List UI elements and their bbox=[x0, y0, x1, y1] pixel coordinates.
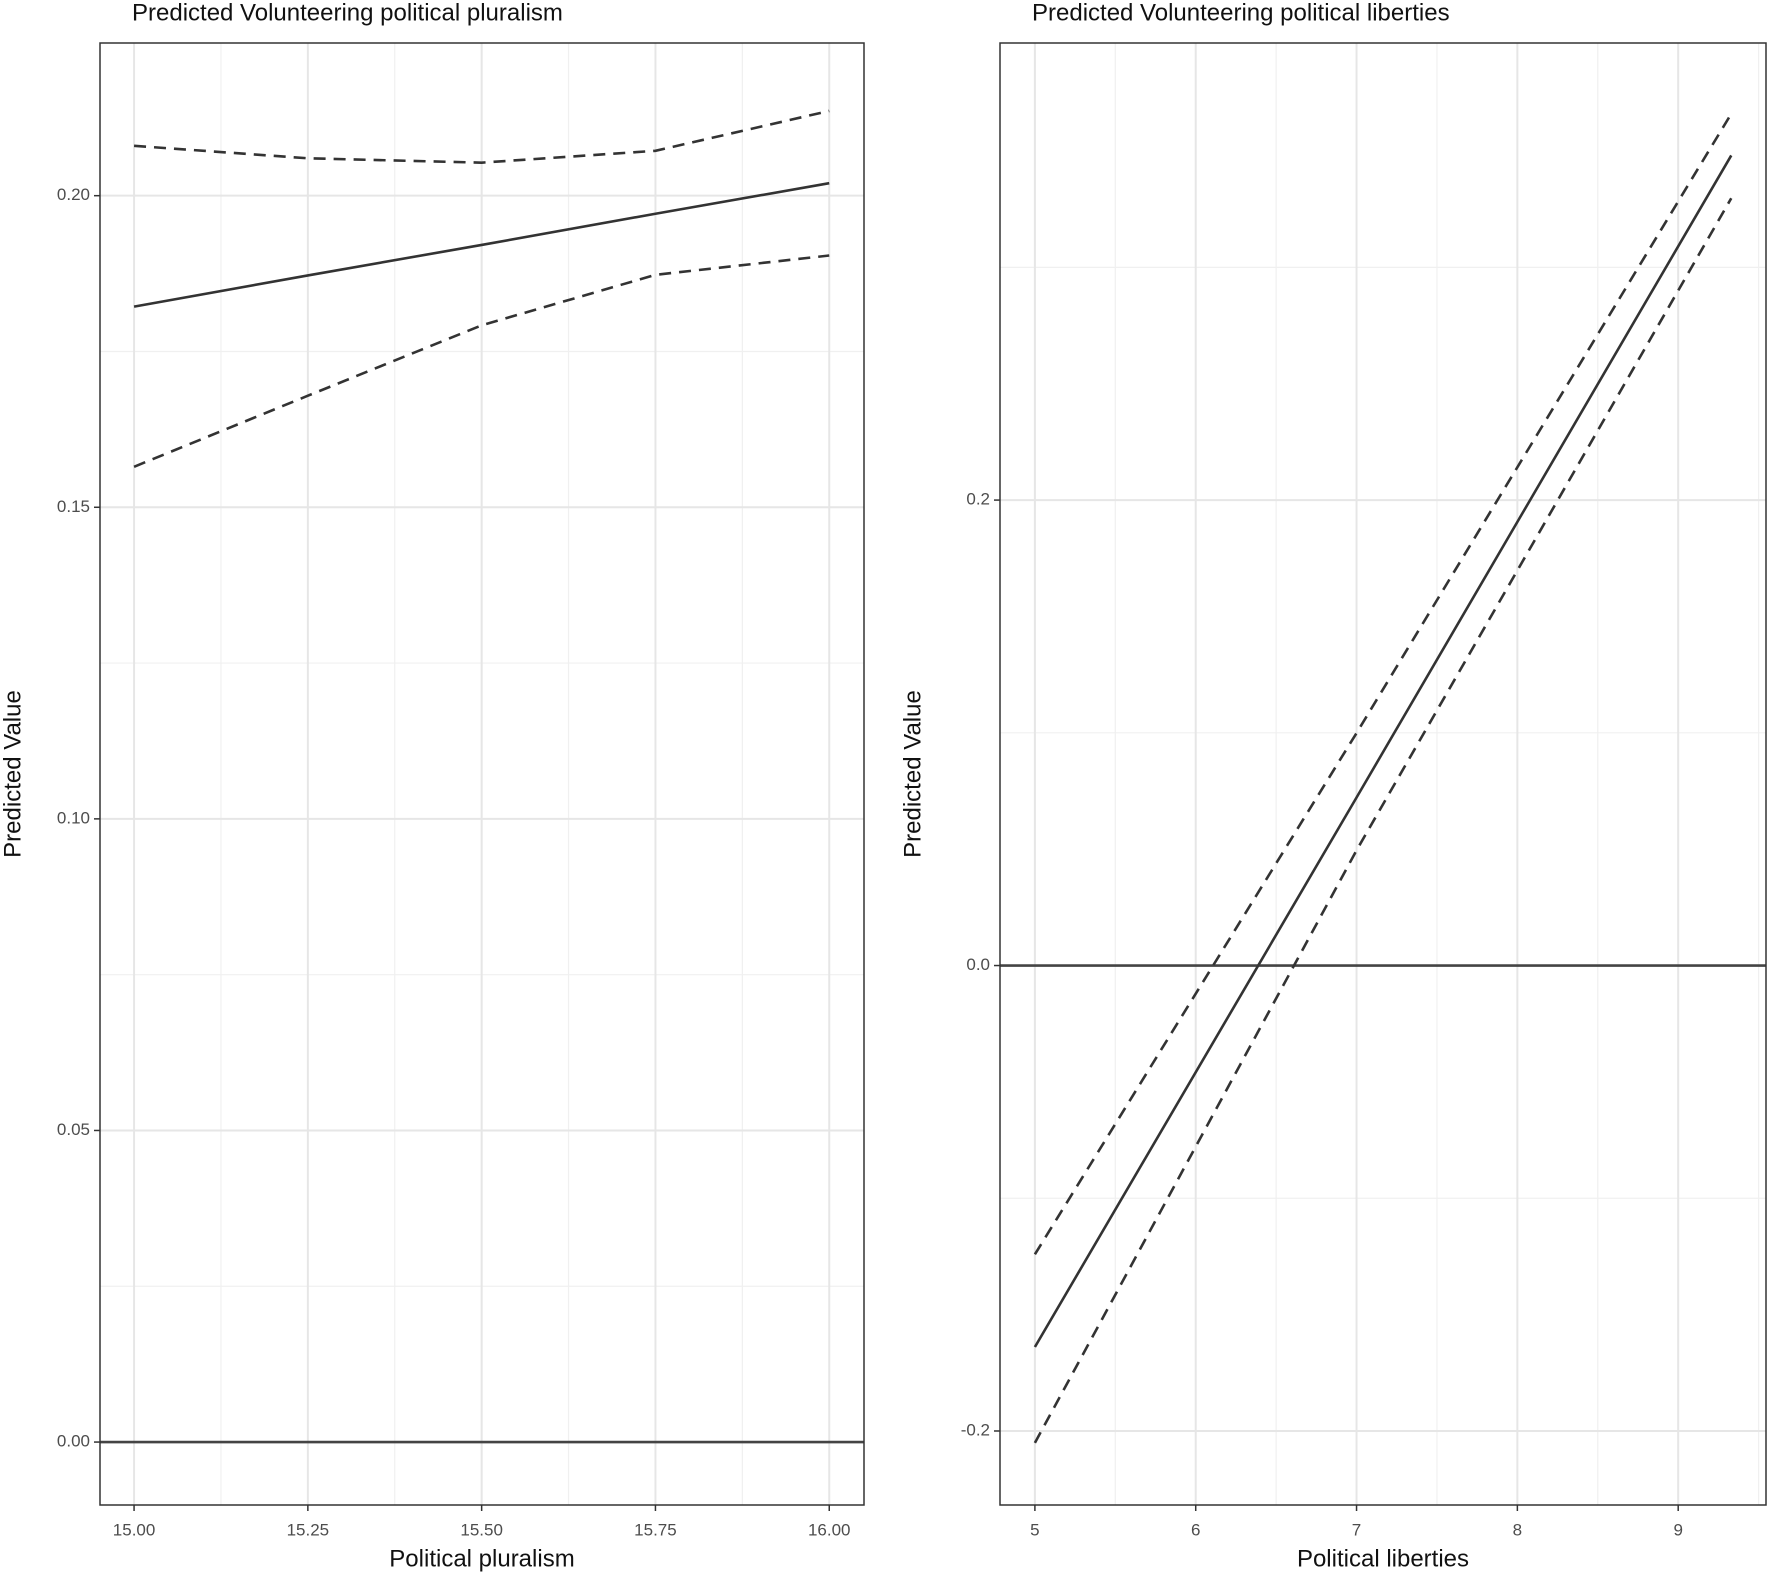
y-tick-label: 0.2 bbox=[966, 490, 990, 509]
y-axis-label: Predicted Value bbox=[0, 690, 26, 858]
y-tick-label: 0.15 bbox=[57, 497, 90, 516]
series-line bbox=[133, 109, 830, 164]
y-tick-label: 0.00 bbox=[57, 1432, 90, 1451]
x-axis-label: Political pluralism bbox=[389, 1545, 574, 1572]
x-tick-label: 7 bbox=[1352, 1520, 1361, 1539]
series-line bbox=[133, 254, 830, 468]
x-tick-label: 15.75 bbox=[634, 1520, 677, 1539]
y-tick-label: 0.05 bbox=[57, 1120, 90, 1139]
chart-title: Predicted Volunteering political plurali… bbox=[132, 0, 563, 26]
x-tick-label: 15.50 bbox=[460, 1520, 503, 1539]
series-line bbox=[133, 181, 830, 308]
chart-title: Predicted Volunteering political liberti… bbox=[1032, 0, 1450, 26]
x-tick-label: 5 bbox=[1030, 1520, 1039, 1539]
y-tick-label: -0.2 bbox=[961, 1420, 990, 1439]
y-axis-label: Predicted Value bbox=[899, 690, 926, 858]
x-tick-label: 15.00 bbox=[113, 1520, 156, 1539]
x-tick-label: 6 bbox=[1191, 1520, 1200, 1539]
y-tick-label: 0.10 bbox=[57, 808, 90, 827]
series-line bbox=[1033, 113, 1733, 1256]
series-line bbox=[1033, 154, 1733, 1348]
series-line bbox=[1033, 197, 1733, 1444]
panel-border bbox=[999, 42, 1767, 1506]
y-tick-label: 0.20 bbox=[57, 185, 90, 204]
x-tick-label: 9 bbox=[1673, 1520, 1682, 1539]
y-tick-label: 0.0 bbox=[966, 955, 990, 974]
x-tick-label: 15.25 bbox=[287, 1520, 330, 1539]
x-tick-label: 16.00 bbox=[808, 1520, 851, 1539]
panel-border bbox=[99, 42, 865, 1506]
x-axis-label: Political liberties bbox=[1297, 1545, 1469, 1572]
x-tick-label: 8 bbox=[1513, 1520, 1522, 1539]
